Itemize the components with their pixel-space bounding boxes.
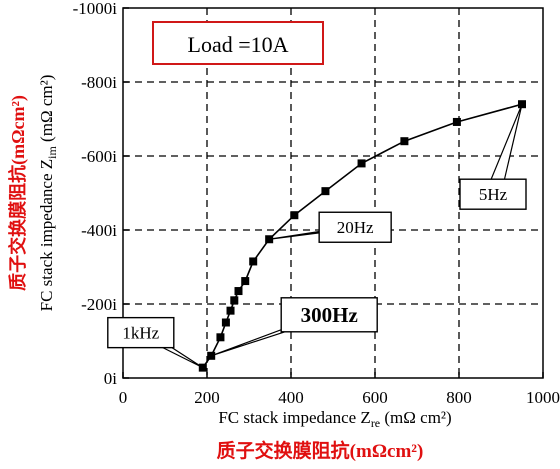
x-axis-label-cn: 质子交换膜阻抗(mΩcm²): [217, 439, 424, 462]
y-tick-label: -800i: [81, 73, 117, 92]
data-point: [249, 257, 258, 266]
impedance-line: [202, 103, 523, 369]
data-point: [241, 277, 250, 286]
y-tick-label: -1000i: [73, 0, 118, 18]
data-point: [234, 287, 243, 296]
data-point: [452, 117, 461, 126]
data-point: [290, 211, 299, 220]
y-axis-label: FC stack impedance Zim (mΩ cm²): [37, 75, 59, 312]
callout-box: [318, 211, 392, 243]
axis-ticks: [122, 7, 544, 379]
data-point: [400, 137, 409, 146]
data-point: [216, 333, 225, 342]
callout-3: 20Hz: [269, 211, 392, 243]
x-tick-label: 600: [362, 388, 388, 407]
callout-4: 5Hz: [459, 103, 527, 210]
frequency-callouts: 1kHz 300Hz 20Hz 5Hz: [107, 103, 527, 369]
data-point: [221, 318, 230, 327]
plot-frame: [122, 7, 544, 379]
y-tick-label: -200i: [81, 295, 117, 314]
data-point: [357, 159, 366, 168]
callout-1: 1kHz: [107, 316, 204, 369]
y-tick-label: -600i: [81, 147, 117, 166]
tick-labels: 0 200 400 600 800 1000 0i -200i -400i -600i -800i -…: [73, 0, 560, 407]
callout-label: 1kHz: [122, 323, 159, 342]
y-axis-label-cn: 质子交换膜阻抗(mΩcm²): [7, 95, 29, 291]
load-annotation: Load =10A: [188, 32, 289, 57]
callout-label: 5Hz: [479, 185, 508, 204]
data-point: [226, 306, 235, 315]
x-tick-label: 400: [278, 388, 304, 407]
x-tick-label: 200: [194, 388, 220, 407]
x-tick-label: 1000: [526, 388, 560, 407]
x-tick-label: 800: [446, 388, 472, 407]
callout-label: 20Hz: [337, 218, 374, 237]
data-point: [321, 187, 330, 196]
x-tick-label: 0: [119, 388, 128, 407]
x-axis-label: FC stack impedance Zre (mΩ cm²): [218, 408, 451, 430]
callout-label: 300Hz: [301, 303, 358, 327]
data-point: [230, 296, 239, 305]
callout-2: 300Hz: [210, 297, 378, 357]
y-tick-label: -400i: [81, 221, 117, 240]
load-annotation-box: [152, 21, 324, 65]
y-tick-label: 0i: [104, 369, 118, 388]
callout-box: [107, 316, 175, 349]
callout-box: [459, 178, 527, 210]
callout-box: [280, 297, 378, 333]
